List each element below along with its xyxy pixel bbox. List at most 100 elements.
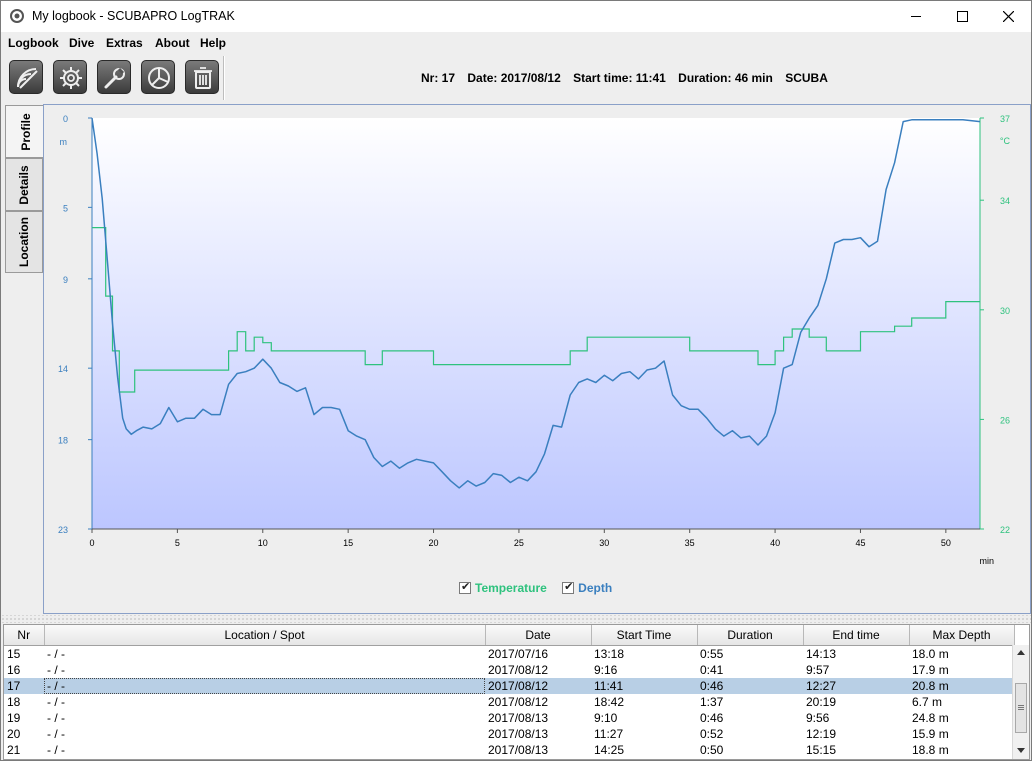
tab-profile[interactable]: Profile [5, 105, 45, 158]
scroll-thumb[interactable] [1015, 683, 1027, 733]
minimize-icon [911, 16, 921, 17]
cell-dur: 0:55 [700, 646, 724, 661]
cell-date: 2017/08/12 [488, 662, 549, 677]
scroll-up-icon[interactable] [1016, 648, 1026, 658]
cell-end: 9:57 [806, 662, 830, 677]
cell-depth: 17.9 m [912, 662, 949, 677]
chart-legend: Temperature Depth [459, 580, 624, 597]
legend-temperature[interactable]: Temperature [459, 580, 547, 595]
col-location-header[interactable]: Location / Spot [44, 625, 486, 646]
col-date-header[interactable]: Date [485, 625, 592, 646]
cell-nr: 20 [7, 726, 21, 741]
cell-loc: - / - [47, 646, 65, 661]
table-row[interactable]: 19 - / - 2017/08/13 9:10 0:46 9:56 24.8 m [4, 710, 1014, 726]
maximize-icon [957, 11, 968, 22]
col-duration-header[interactable]: Duration [697, 625, 804, 646]
table-row[interactable]: 16 - / - 2017/08/12 9:16 0:41 9:57 17.9 m [4, 662, 1014, 678]
download-button[interactable] [9, 60, 43, 94]
temperature-unit-label: °C [1000, 136, 1011, 146]
legend-depth[interactable]: Depth [562, 580, 612, 595]
table-row[interactable]: 17- / -2017/08/12 11:41 0:46 12:27 20.8 m [4, 677, 1014, 694]
splitter-handle[interactable] [1, 615, 1031, 623]
table-header: Nr Location / Spot Date Start Time Durat… [4, 625, 1015, 646]
temperature-checkbox[interactable] [459, 580, 471, 594]
close-button[interactable] [986, 1, 1032, 32]
cell-nr: 18 [7, 694, 21, 709]
cell-depth: 15.9 m [912, 726, 949, 741]
cell-nr: 19 [7, 710, 21, 725]
cell-nr: 17 [4, 677, 44, 694]
time-tick-label: 50 [941, 538, 951, 548]
cell-depth: 6.7 m [912, 694, 943, 709]
cell-loc: - / - [47, 726, 65, 741]
table-scrollbar[interactable] [1012, 645, 1029, 759]
dive-list-table: Nr Location / Spot Date Start Time Durat… [3, 624, 1030, 760]
time-tick-label: 40 [770, 538, 780, 548]
settings-button[interactable] [53, 60, 87, 94]
depth-checkbox[interactable] [562, 580, 575, 594]
col-end-time-header[interactable]: End time [803, 625, 910, 646]
cell-end: 14:13 [806, 646, 837, 661]
cell-dur: 1:37 [700, 694, 724, 709]
col-start-time-header[interactable]: Start Time [591, 625, 698, 646]
cell-loc: - / - [47, 742, 65, 757]
dive-summary: Nr: 17 Date: 2017/08/12 Start time: 11:4… [421, 71, 837, 85]
settings-gear-icon [60, 67, 82, 89]
trash-icon [194, 67, 212, 89]
time-tick-label: 0 [89, 538, 94, 548]
table-row[interactable]: 15 - / - 2017/07/16 13:18 0:55 14:13 18.0 m [4, 645, 1014, 662]
delete-button[interactable] [185, 60, 219, 94]
tab-location[interactable]: Location [5, 211, 43, 273]
menu-help[interactable]: Help [200, 36, 227, 50]
minimize-button[interactable] [894, 1, 940, 32]
menu-about[interactable]: About [155, 36, 190, 50]
cell-start: 9:10 [594, 710, 618, 725]
depth-tick-label: 5 [63, 203, 68, 213]
col-nr-header[interactable]: Nr [4, 625, 45, 646]
table-row[interactable]: 21 - / - 2017/08/13 14:25 0:50 15:15 18.8 m [4, 742, 1014, 758]
statistics-button[interactable] [141, 60, 175, 94]
menu-logbook[interactable]: Logbook [8, 36, 59, 50]
menu-dive[interactable]: Dive [69, 36, 95, 50]
dive-start-time: Start time: 11:41 [573, 71, 666, 85]
title-bar: My logbook - SCUBAPRO LogTRAK [1, 1, 1031, 32]
temperature-tick-label: 26 [1000, 415, 1010, 425]
cell-end: 12:19 [806, 726, 837, 741]
dive-duration: Duration: 46 min [678, 71, 773, 85]
table-row[interactable]: 18 - / - 2017/08/12 18:42 1:37 20:19 6.7 m [4, 694, 1014, 710]
menu-extras[interactable]: Extras [106, 36, 143, 50]
dive-date: Date: 2017/08/12 [467, 71, 561, 85]
tools-button[interactable] [97, 60, 131, 94]
depth-tick-label: 23 [58, 525, 68, 535]
cell-nr: 21 [7, 742, 21, 757]
scroll-down-icon[interactable] [1016, 745, 1026, 755]
tab-details[interactable]: Details [5, 158, 43, 211]
cell-dur: 0:46 [700, 710, 724, 725]
dive-profile-panel: 0 5 9 14 18 23 m 37 34 30 26 22 °C 0 5 10 15 20 25 30 35 40 45… [43, 104, 1031, 614]
toolbar-separator [223, 56, 225, 100]
cell-start: 18:42 [594, 694, 625, 709]
statistics-pie-icon [148, 67, 170, 89]
col-max-depth-header[interactable]: Max Depth [909, 625, 1015, 646]
temperature-tick-label: 30 [1000, 306, 1010, 316]
cell-dur: 0:46 [697, 677, 803, 694]
temperature-tick-label: 22 [1000, 525, 1010, 535]
temperature-tick-label: 34 [1000, 196, 1010, 206]
table-row[interactable]: 20 - / - 2017/08/13 11:27 0:52 12:19 15.9 m [4, 726, 1014, 742]
maximize-button[interactable] [940, 1, 986, 32]
legend-temperature-label: Temperature [475, 581, 547, 595]
time-tick-label: 5 [175, 538, 180, 548]
temperature-tick-label: 37 [1000, 114, 1010, 124]
cell-end: 20:19 [806, 694, 837, 709]
cell-date: 2017/08/12 [488, 694, 549, 709]
time-tick-label: 20 [429, 538, 439, 548]
cell-start: 9:16 [594, 662, 618, 677]
cell-start: 11:41 [591, 677, 697, 694]
close-icon [1003, 11, 1014, 22]
cell-depth: 20.8 m [909, 677, 1014, 694]
cell-loc: - / - [47, 694, 65, 709]
cell-start: 14:25 [594, 742, 625, 757]
cell-nr: 16 [7, 662, 21, 677]
cell-start: 11:27 [594, 726, 624, 741]
